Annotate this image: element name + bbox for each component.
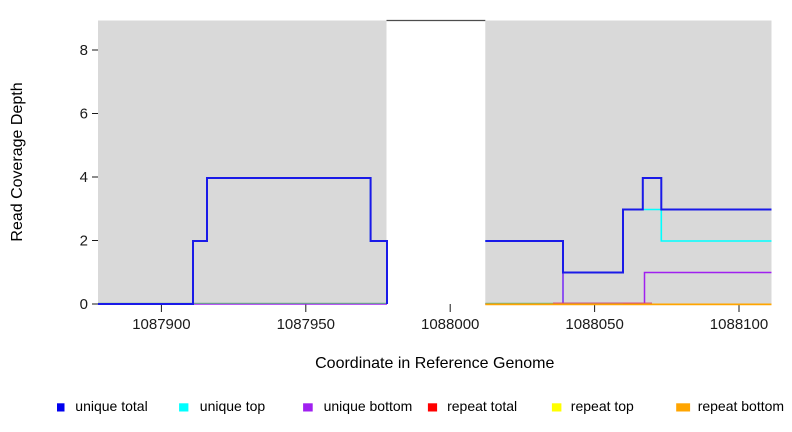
svg-text:repeat total: repeat total [447, 398, 517, 414]
svg-text:unique top: unique top [200, 398, 266, 414]
svg-text:Read Coverage Depth: Read Coverage Depth [9, 82, 26, 241]
svg-text:6: 6 [80, 106, 88, 123]
svg-text:unique total: unique total [75, 398, 147, 414]
svg-text:1088050: 1088050 [565, 316, 623, 333]
svg-text:4: 4 [80, 169, 88, 186]
svg-text:2: 2 [80, 233, 88, 250]
svg-text:1088100: 1088100 [710, 316, 768, 333]
svg-text:0: 0 [80, 296, 88, 313]
svg-text:repeat top: repeat top [571, 398, 634, 414]
svg-text:Coordinate in Reference Genome: Coordinate in Reference Genome [315, 355, 554, 372]
svg-text:1087900: 1087900 [132, 316, 190, 333]
svg-text:1087950: 1087950 [277, 316, 335, 333]
svg-text:8: 8 [80, 42, 88, 59]
svg-text:repeat bottom: repeat bottom [698, 398, 784, 414]
svg-text:unique bottom: unique bottom [324, 398, 413, 414]
svg-text:1088000: 1088000 [421, 316, 479, 333]
